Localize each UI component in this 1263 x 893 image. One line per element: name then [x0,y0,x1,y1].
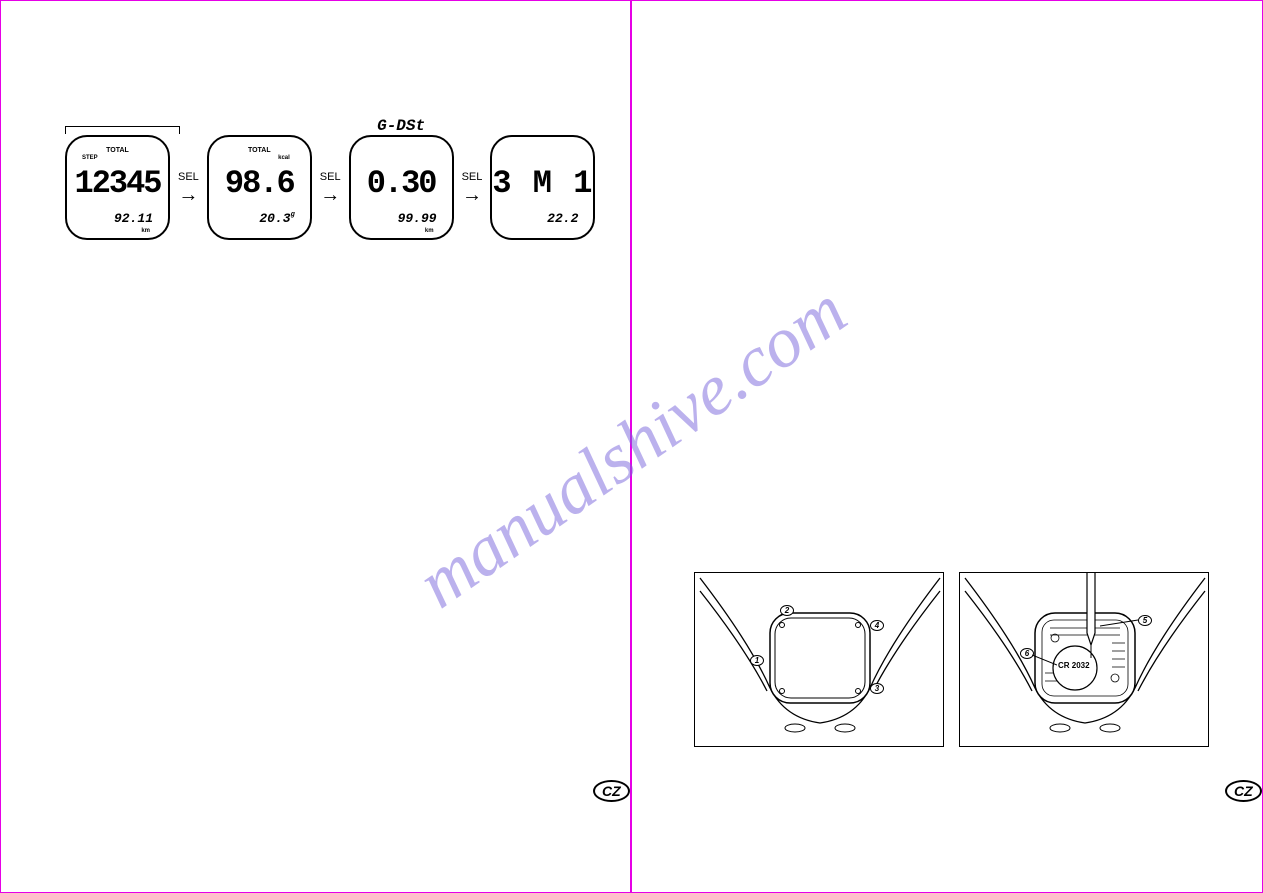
lcd-screen-1: TOTAL STEP 12345 92.11 km [65,135,170,240]
arrow-2: SEL → [320,171,341,205]
lcd1-top: TOTAL [67,147,168,154]
lcd4-bottom: 22.2 [547,211,578,226]
arrow2-label: SEL [320,171,341,183]
arrow2-icon: → [320,185,340,205]
arrow1-icon: → [178,185,198,205]
lcd4-main: 3 M 1 [492,165,593,202]
lcd2-top: TOTAL [209,147,310,154]
cz-badge-right: CZ [1225,780,1262,802]
num-3: 3 [870,683,884,694]
lcd-screen-4: 3 M 1 22.2 [490,135,595,240]
pointer-line-5 [1100,618,1140,628]
diagram-watch-back-open: CR 2032 5 6 [959,572,1209,747]
lcd2-bottom: 20.3g [259,211,294,226]
lcd-screen-3: G-DSt 0.30 99.99 km [349,135,454,240]
arrow1-label: SEL [178,171,199,183]
arrow-1: SEL → [178,171,199,205]
lcd2-main: 98.6 [209,165,310,202]
bracket-decoration [65,126,180,134]
lcd2-sub: kcal [278,155,290,161]
lcd1-main: 12345 [67,165,168,202]
lcd3-bottom: 99.99 [398,211,437,226]
num-1: 1 [750,655,764,666]
arrow3-label: SEL [462,171,483,183]
num-5: 5 [1138,615,1152,626]
arrow-3: SEL → [462,171,483,205]
lcd3-unit: km [425,228,434,234]
num-2: 2 [780,605,794,616]
lcd-screens-row: TOTAL STEP 12345 92.11 km SEL → TOTAL kc… [65,135,595,240]
diagrams-row: 1 2 3 4 CR 2032 5 6 [694,572,1209,747]
lcd3-main: 0.30 [351,165,452,202]
lcd1-unit: km [141,228,150,234]
lcd1-bottom: 92.11 [114,211,153,226]
lcd3-header: G-DSt [377,117,425,135]
diagram-watch-back-closed: 1 2 3 4 [694,572,944,747]
cz-badge-left: CZ [593,780,630,802]
watch-closed-svg [695,573,945,748]
arrow3-icon: → [462,185,482,205]
battery-label: CR 2032 [1058,661,1090,670]
page-right-border [631,0,1263,893]
pointer-line-6 [1032,653,1057,668]
lcd1-sub: STEP [82,155,98,161]
lcd-screen-2: TOTAL kcal 98.6 20.3g [207,135,312,240]
num-4: 4 [870,620,884,631]
